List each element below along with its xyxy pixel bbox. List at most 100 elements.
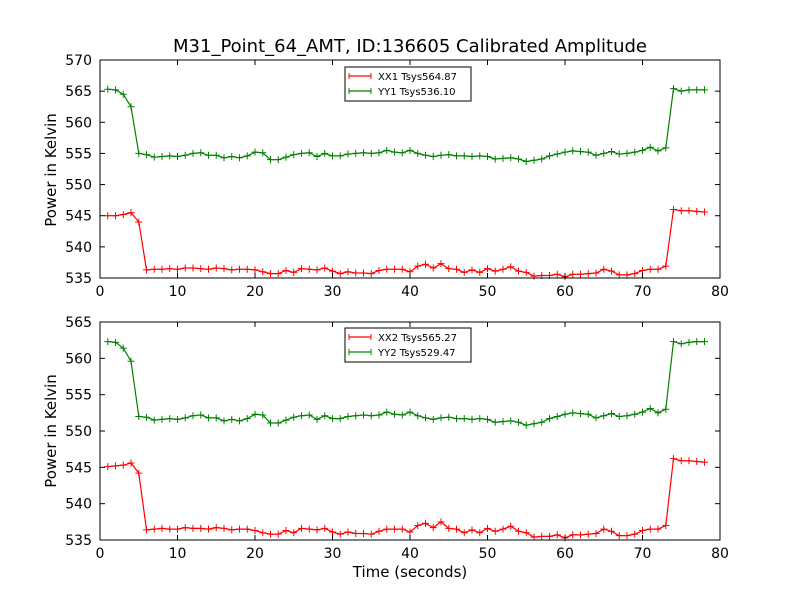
bottom-legend-label-1: YY2 Tsys529.47 [377,348,456,359]
bottom-data-point [391,525,398,533]
bottom-data-point [305,525,313,533]
top-data-point [639,267,646,275]
top-data-point [174,265,181,273]
top-data-point [158,265,166,273]
bottom-data-point [677,340,685,348]
top-data-point [670,85,677,93]
bottom-y-tick-label: 565 [65,315,92,331]
top-data-point [569,270,577,278]
top-legend-label-1: YY1 Tsys536.10 [377,87,456,98]
bottom-data-point [406,528,414,536]
bottom-data-point [181,524,189,532]
top-data-point [623,149,631,157]
bottom-data-point [670,338,677,346]
top-data-point [453,152,460,160]
x-axis-label: Time (seconds) [352,563,468,581]
bottom-data-point [422,414,429,422]
bottom-y-tick-label: 545 [65,460,92,476]
top-data-point [189,149,197,157]
top-data-point [693,207,701,215]
bottom-data-point [367,530,375,538]
top-data-point [259,268,267,276]
bottom-data-point [104,338,112,346]
top-legend-label-0: XX1 Tsys564.87 [378,72,457,83]
bottom-data-point [298,412,305,420]
top-y-tick-label: 570 [65,53,92,69]
bottom-data-point [197,411,205,419]
top-x-tick-label: 20 [246,284,264,300]
bottom-data-point [352,412,360,420]
top-data-point [577,148,584,156]
top-data-point [375,149,383,157]
top-data-point [538,155,546,163]
top-y-tick-label: 565 [65,84,92,100]
bottom-data-point [584,410,592,418]
bottom-data-point [282,416,290,424]
bottom-x-tick-label: 70 [634,546,652,562]
bottom-data-point [305,411,313,419]
top-data-point [344,268,352,276]
bottom-data-point [437,414,445,422]
bottom-data-point [561,410,569,418]
top-data-point [429,153,437,161]
top-y-axis-label: Power in Kelvin [42,113,60,227]
bottom-data-point [329,415,336,423]
top-data-point [150,265,158,273]
top-x-tick-label: 0 [96,284,105,300]
top-data-point [329,152,336,160]
top-data-point [600,149,608,157]
top-data-point [499,154,507,162]
top-data-point [251,148,259,156]
top-data-point [422,151,429,159]
top-data-point [453,265,460,273]
bottom-data-point [422,519,429,527]
bottom-data-point [685,457,693,465]
top-data-point [577,270,584,278]
top-x-tick-label: 60 [556,284,574,300]
bottom-data-point [654,525,662,533]
bottom-data-point [251,527,259,535]
bottom-legend-label-0: XX2 Tsys565.27 [378,333,457,344]
bottom-data-point [631,410,639,418]
bottom-data-point [313,526,321,534]
top-data-point [104,85,112,93]
bottom-data-point [112,462,119,470]
top-data-point [429,264,437,272]
bottom-data-point [383,408,391,416]
top-data-point [158,153,166,161]
top-data-point [693,86,701,94]
bottom-data-point [615,412,623,420]
top-legend-marker-1 [348,88,372,94]
bottom-data-point [445,524,453,532]
bottom-data-point [491,418,499,426]
bottom-data-point [414,521,422,529]
bottom-x-tick-label: 50 [479,546,497,562]
top-x-tick-label: 80 [711,284,729,300]
top-data-point [367,149,375,157]
bottom-data-point [584,530,592,538]
top-data-point [197,265,205,273]
top-data-point [181,151,189,159]
top-data-point [685,207,693,215]
bottom-data-point [158,415,166,423]
top-data-point [383,146,391,154]
top-data-point [460,268,468,276]
bottom-data-point [336,415,344,423]
bottom-x-tick-label: 30 [324,546,342,562]
top-data-point [290,268,298,276]
bottom-data-point [685,338,693,346]
top-data-point [468,266,476,274]
bottom-data-point [569,531,577,539]
top-data-point [406,146,414,154]
bottom-data-point [546,415,553,423]
bottom-data-point [476,415,484,423]
bottom-data-point [445,413,453,421]
top-data-point [174,153,181,161]
bottom-data-point [212,414,220,422]
bottom-x-tick-label: 20 [246,546,264,562]
top-data-point [352,149,360,157]
top-data-point [143,266,150,274]
bottom-data-point [515,527,522,535]
bottom-data-point [476,529,484,537]
bottom-data-point [592,529,600,537]
